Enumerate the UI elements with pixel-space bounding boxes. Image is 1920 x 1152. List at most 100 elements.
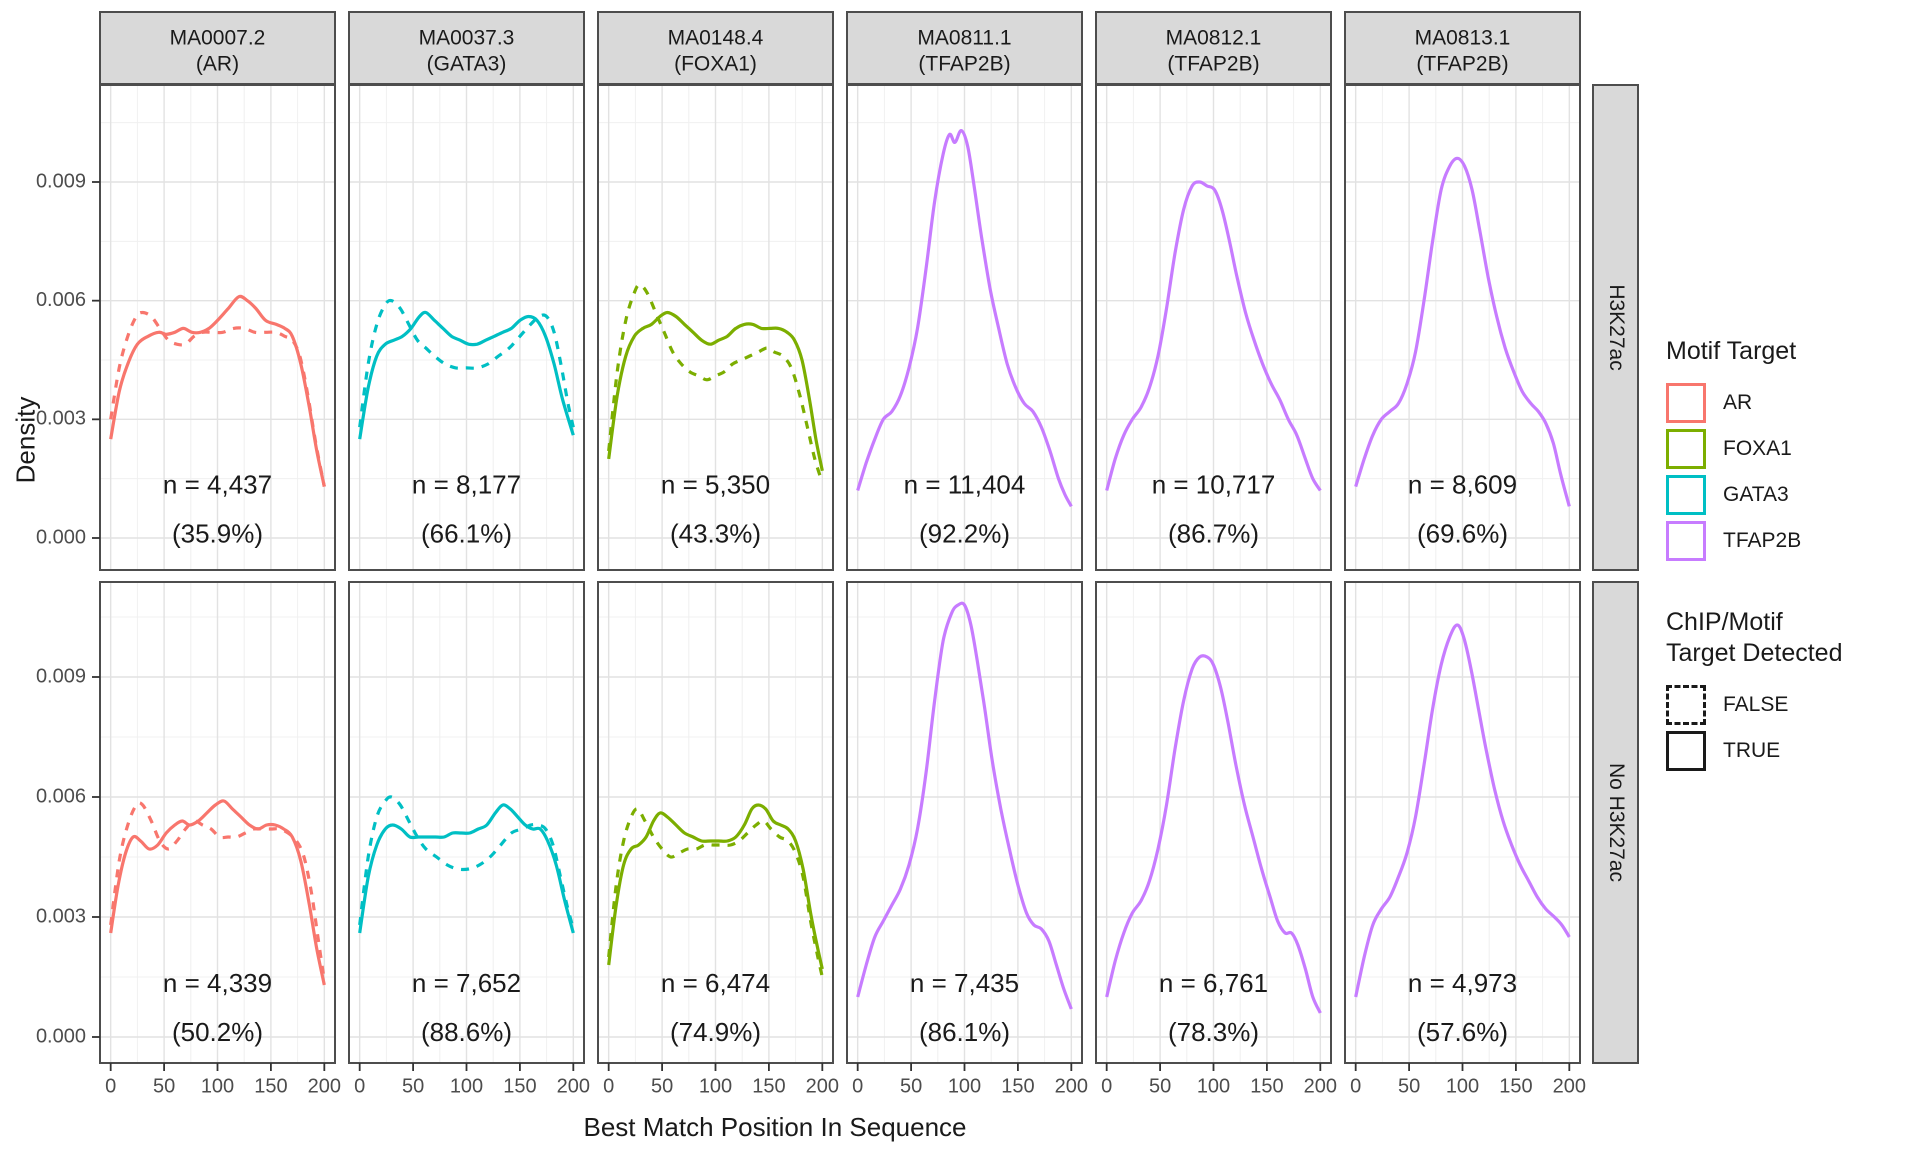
- legend-key-true: [1666, 731, 1706, 771]
- x-tick-label: 150: [1001, 1075, 1034, 1097]
- x-tick-label: 200: [1055, 1075, 1088, 1097]
- density-curve-tfap2b-true: [856, 128, 1073, 508]
- x-tick-label: 150: [254, 1075, 287, 1097]
- legend-detected-title-line1: ChIP/Motif: [1666, 608, 1783, 636]
- x-tick-label: 0: [354, 1075, 365, 1097]
- facet-strip-MA0037.3: MA0037.3 (GATA3): [348, 11, 585, 85]
- panel-annotation-pct: (88.6%): [421, 1017, 512, 1047]
- y-tick-label: 0.000: [36, 1025, 86, 1047]
- facet-strip-label-line1: MA0813.1: [1415, 27, 1511, 50]
- legend-label: FALSE: [1723, 693, 1789, 716]
- y-tick-label: 0.006: [36, 785, 86, 807]
- facet-strip-label-line2: (GATA3): [427, 53, 507, 76]
- x-tick-label: 50: [153, 1075, 175, 1097]
- panel-MA0037.3-row0: n = 8,177 (66.1%): [348, 84, 585, 571]
- x-tick-label: 0: [1350, 1075, 1361, 1097]
- x-tick-label: 100: [201, 1075, 234, 1097]
- panel-MA0811.1-row0: n = 11,404 (92.2%): [846, 84, 1083, 571]
- density-curve-ar-true: [109, 799, 326, 986]
- x-tick-label: 50: [1149, 1075, 1171, 1097]
- density-curve-foxa1-true: [607, 803, 824, 970]
- x-tick-label: 150: [503, 1075, 536, 1097]
- row-strip-label: No H3K27ac: [1605, 763, 1628, 882]
- panel-MA0007.2-row0: n = 4,437 (35.9%): [99, 84, 336, 571]
- legend-label: AR: [1723, 391, 1753, 414]
- facet-strip-label-line2: (TFAP2B): [1167, 53, 1259, 76]
- x-tick-label: 100: [1446, 1075, 1479, 1097]
- panel-annotation-pct: (92.2%): [919, 518, 1010, 548]
- panel-annotation-pct: (57.6%): [1417, 1017, 1508, 1047]
- x-tick-label: 150: [752, 1075, 785, 1097]
- density-curve-gata3-false: [358, 298, 575, 428]
- legend-item-gata3: GATA3: [1666, 475, 1916, 515]
- panel-annotation-n: n = 4,339: [163, 968, 272, 998]
- facet-strip-MA0813.1: MA0813.1 (TFAP2B): [1344, 11, 1581, 85]
- panel-annotation-pct: (78.3%): [1168, 1017, 1259, 1047]
- density-curve-ar-false: [109, 310, 326, 487]
- panel-annotation-n: n = 7,435: [910, 968, 1019, 998]
- panel-annotation-n: n = 4,973: [1408, 968, 1517, 998]
- y-tick-label: 0.003: [36, 905, 86, 927]
- panel-annotation-pct: (86.1%): [919, 1017, 1010, 1047]
- panel-annotation-n: n = 10,717: [1152, 469, 1276, 499]
- legend-label: TRUE: [1723, 739, 1781, 762]
- facet-strip-label-line2: (TFAP2B): [918, 53, 1010, 76]
- density-curve-tfap2b-true: [856, 601, 1073, 1010]
- panel-MA0811.1-row1: n = 7,435 (86.1%): [846, 581, 1083, 1064]
- facet-strip-label-line1: MA0037.3: [419, 27, 515, 50]
- facet-strip-label-line1: MA0007.2: [170, 27, 266, 50]
- legend-item-true: TRUE: [1666, 731, 1916, 771]
- density-curve-gata3-false: [358, 795, 575, 930]
- density-curve-tfap2b-true: [1354, 623, 1571, 998]
- panel-annotation-n: n = 4,437: [163, 469, 272, 499]
- legend-item-false: FALSE: [1666, 685, 1916, 725]
- panel-MA0037.3-row1: n = 7,652 (88.6%): [348, 581, 585, 1064]
- facet-strip-MA0811.1: MA0811.1 (TFAP2B): [846, 11, 1083, 85]
- density-curve-tfap2b-true: [1354, 156, 1571, 507]
- facet-strip-label-line2: (TFAP2B): [1416, 53, 1508, 76]
- density-curve-ar-false: [109, 801, 326, 982]
- panel-MA0148.4-row1: n = 6,474 (74.9%): [597, 581, 834, 1064]
- y-tick-label: 0.006: [36, 289, 86, 311]
- legend-key-tfap2b: [1666, 521, 1706, 561]
- facet-strip-label-line1: MA0811.1: [917, 27, 1011, 50]
- density-curve-foxa1-true: [607, 310, 824, 472]
- x-axis-title: Best Match Position In Sequence: [583, 1112, 967, 1142]
- panel-annotation-pct: (43.3%): [670, 518, 761, 548]
- legend-motif-items: AR FOXA1 GATA3 TFAP2B: [1666, 383, 1916, 561]
- x-tick-label: 200: [1553, 1075, 1586, 1097]
- x-tick-label: 50: [1398, 1075, 1420, 1097]
- x-tick-label: 50: [651, 1075, 673, 1097]
- x-tick-label: 100: [948, 1075, 981, 1097]
- x-tick-label: 50: [900, 1075, 922, 1097]
- y-tick-label: 0.009: [36, 170, 86, 192]
- legend-label: FOXA1: [1723, 437, 1792, 460]
- row-strip-label: H3K27ac: [1605, 284, 1628, 370]
- panel-annotation-n: n = 8,177: [412, 469, 521, 499]
- legend-key-foxa1: [1666, 429, 1706, 469]
- x-tick-label: 0: [603, 1075, 614, 1097]
- panel-annotation-pct: (74.9%): [670, 1017, 761, 1047]
- legend-key-ar: [1666, 383, 1706, 423]
- legend-key-false: [1666, 685, 1706, 725]
- facet-strip-MA0812.1: MA0812.1 (TFAP2B): [1095, 11, 1332, 85]
- facet-strip-label-line1: MA0148.4: [668, 27, 764, 50]
- density-curve-ar-true: [109, 294, 326, 487]
- panel-annotation-pct: (69.6%): [1417, 518, 1508, 548]
- x-tick-label: 150: [1499, 1075, 1532, 1097]
- panel-MA0812.1-row1: n = 6,761 (78.3%): [1095, 581, 1332, 1064]
- x-tick-label: 100: [699, 1075, 732, 1097]
- facet-strip-label-line2: (FOXA1): [674, 53, 757, 76]
- panel-annotation-pct: (66.1%): [421, 518, 512, 548]
- x-tick-label: 100: [1197, 1075, 1230, 1097]
- y-axis-title: Density: [10, 396, 41, 484]
- legend-detected-title: ChIP/Motif Target Detected: [1666, 607, 1916, 669]
- x-tick-label: 200: [1304, 1075, 1337, 1097]
- facet-strip-MA0148.4: MA0148.4 (FOXA1): [597, 11, 834, 85]
- x-tick-label: 200: [806, 1075, 839, 1097]
- legend: Motif Target AR FOXA1 GATA3 TFAP2B ChIP/Mot…: [1666, 336, 1916, 777]
- legend-label: GATA3: [1723, 483, 1789, 506]
- density-curve-foxa1-false: [607, 807, 824, 978]
